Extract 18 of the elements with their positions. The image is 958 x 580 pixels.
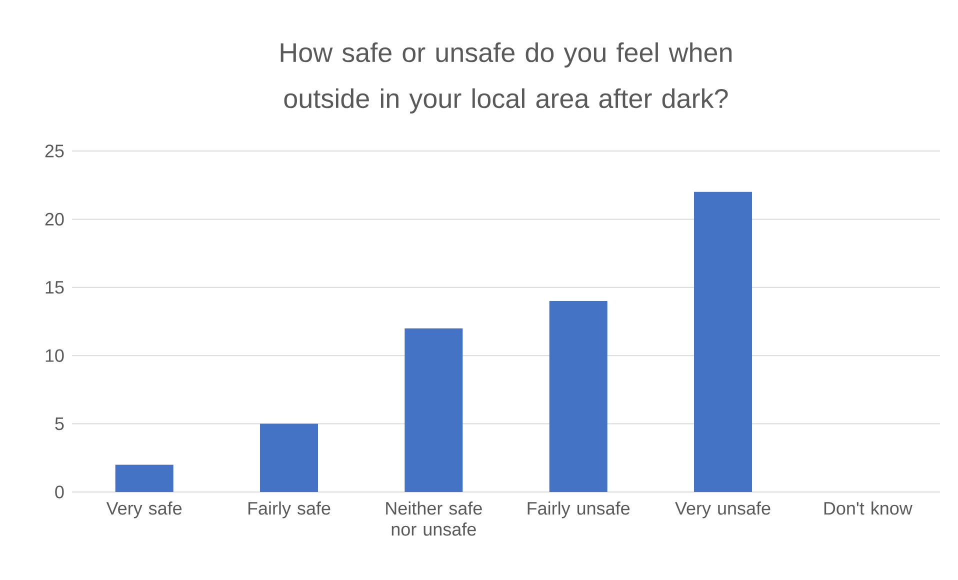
bar xyxy=(260,424,318,492)
bar xyxy=(115,464,174,492)
y-tick-label: 15 xyxy=(46,281,64,294)
x-tick-label: Fairly safe xyxy=(248,502,330,518)
bar xyxy=(694,192,752,492)
x-tick-label: Fairly unsafe xyxy=(528,502,630,518)
y-tick-label: 5 xyxy=(55,418,64,430)
y-tick-label: 20 xyxy=(45,212,64,226)
bar xyxy=(404,328,463,492)
y-tick-label: 25 xyxy=(45,144,64,158)
y-tick-label: 10 xyxy=(46,349,64,362)
x-tick-label: Very unsafe xyxy=(675,502,770,518)
x-tick-label: Don't know xyxy=(824,502,912,515)
x-tick-label: Neither safe nor unsafe xyxy=(386,502,482,536)
chart-title: How safe or unsafe do you feel when outside in your local area after dark? xyxy=(280,42,732,114)
y-tick-label: 0 xyxy=(55,486,64,498)
bar xyxy=(549,301,608,492)
x-tick-label: Very safe xyxy=(106,502,182,518)
